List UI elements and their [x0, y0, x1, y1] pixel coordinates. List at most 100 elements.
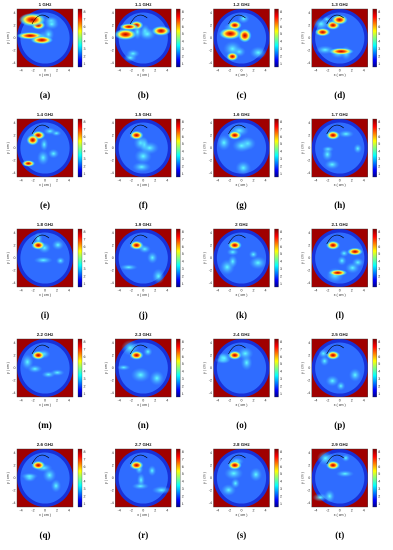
y-tick-label: 0	[14, 256, 16, 260]
panel-title: 1.5 GHz	[135, 112, 152, 117]
y-tick-label: 0	[210, 256, 212, 260]
target-outline	[326, 344, 344, 355]
x-tick-label: 2	[56, 508, 58, 512]
colorbar	[274, 8, 279, 68]
colorbar-tick-label: 1	[84, 392, 86, 396]
blob	[321, 147, 333, 162]
colorbar-tick-label: 6	[378, 245, 380, 249]
hot-spot	[129, 240, 144, 250]
x-tick-label: -2	[130, 508, 133, 512]
x-tick-label: 0	[241, 398, 243, 402]
x-axis-label: x ( cm )	[334, 293, 346, 297]
colorbar-tick-label: 4	[84, 370, 86, 374]
x-tick-label: 4	[166, 288, 168, 292]
colorbar-tick-label: 6	[378, 355, 380, 359]
panel-label: (n)	[138, 420, 149, 430]
y-tick-label: 4	[112, 121, 114, 125]
plot-frame	[16, 228, 74, 288]
y-tick-label: 4	[308, 231, 310, 235]
hot-spot	[31, 240, 46, 250]
hot-spot	[227, 130, 242, 140]
y-tick-label: 0	[112, 256, 114, 260]
panel: 1.1 GHz 4 2 0 -2 -4 -4 -2 0 2 4 x ( cm ) y ( cm ) 8 7 6…	[104, 2, 184, 100]
colorbar	[176, 118, 181, 178]
panel-title: 2 GHz	[235, 222, 249, 227]
x-tick-label: 0	[44, 288, 46, 292]
y-tick-label: 2	[308, 133, 310, 137]
x-tick-label: 0	[44, 508, 46, 512]
hot-spot	[326, 130, 341, 140]
colorbar-tick-label: 8	[378, 450, 380, 454]
blob	[339, 249, 349, 258]
x-tick-label: 4	[166, 508, 168, 512]
target-outline	[228, 124, 246, 135]
blob	[143, 347, 153, 357]
panel-label: (j)	[139, 310, 148, 320]
x-axis-label: x ( cm )	[334, 73, 346, 77]
blob	[119, 264, 138, 271]
hot-spot	[129, 130, 144, 140]
blob	[152, 268, 165, 284]
x-tick-label: 0	[142, 508, 144, 512]
heatmap	[213, 449, 270, 507]
panel-title: 1.9 GHz	[135, 222, 152, 227]
colorbar-tick-label: 7	[378, 457, 380, 461]
hot-spot	[346, 247, 363, 256]
x-tick-label: 0	[241, 288, 243, 292]
y-tick-label: -2	[12, 268, 15, 272]
colorbar-tick-label: 6	[280, 25, 282, 29]
colorbar-tick-label: 6	[84, 25, 86, 29]
y-axis-label: y ( cm )	[104, 252, 108, 264]
y-tick-label: 0	[112, 36, 114, 40]
blob	[319, 355, 330, 367]
colorbar-tick-label: 5	[84, 142, 86, 146]
panel-title: 1.8 GHz	[37, 222, 54, 227]
x-tick-label: 4	[363, 178, 365, 182]
x-tick-label: 0	[339, 288, 341, 292]
colorbar-tick-label: 8	[378, 10, 380, 14]
x-tick-label: -2	[326, 508, 329, 512]
colorbar-tick-label: 7	[280, 17, 282, 21]
y-tick-label: -4	[209, 281, 212, 285]
colorbar-tick-label: 6	[378, 135, 380, 139]
panel-title: 2.3 GHz	[135, 332, 152, 337]
y-tick-label: -4	[209, 171, 212, 175]
heatmap	[311, 449, 368, 507]
target-outline	[326, 14, 344, 25]
hot-spot	[328, 269, 348, 277]
panel-label: (h)	[334, 200, 345, 210]
colorbar-tick-label: 7	[84, 347, 86, 351]
x-tick-label: -4	[118, 398, 121, 402]
plot-frame	[16, 8, 74, 68]
heatmap	[17, 9, 73, 67]
x-tick-label: -2	[326, 398, 329, 402]
x-tick-label: 2	[253, 288, 255, 292]
colorbar	[274, 118, 279, 178]
y-tick-label: 0	[210, 36, 212, 40]
colorbar-tick-label: 1	[280, 502, 282, 506]
y-tick-label: 4	[210, 451, 212, 455]
x-tick-label: -4	[314, 288, 317, 292]
colorbar-tick-label: 7	[84, 127, 86, 131]
colorbar-tick-label: 2	[280, 275, 282, 279]
colorbar-tick-label: 1	[182, 172, 184, 176]
colorbar-tick-label: 7	[280, 237, 282, 241]
blob	[336, 381, 346, 391]
x-tick-label: 0	[142, 288, 144, 292]
blob	[312, 493, 329, 502]
blob	[235, 160, 252, 176]
colorbar-tick-label: 4	[378, 480, 380, 484]
target-outline	[31, 14, 50, 25]
colorbar-tick-label: 8	[378, 340, 380, 344]
colorbar-tick-label: 4	[280, 150, 282, 154]
y-tick-label: -4	[307, 61, 310, 65]
y-tick-label: 4	[308, 11, 310, 15]
panel-title: 1 GHz	[39, 2, 53, 7]
y-tick-label: -4	[12, 171, 15, 175]
panel-label: (l)	[336, 310, 345, 320]
hot-spot	[326, 240, 341, 250]
x-tick-label: 4	[363, 68, 365, 72]
y-tick-label: -4	[12, 501, 15, 505]
hot-spot	[119, 23, 139, 31]
colorbar-tick-label: 1	[84, 62, 86, 66]
